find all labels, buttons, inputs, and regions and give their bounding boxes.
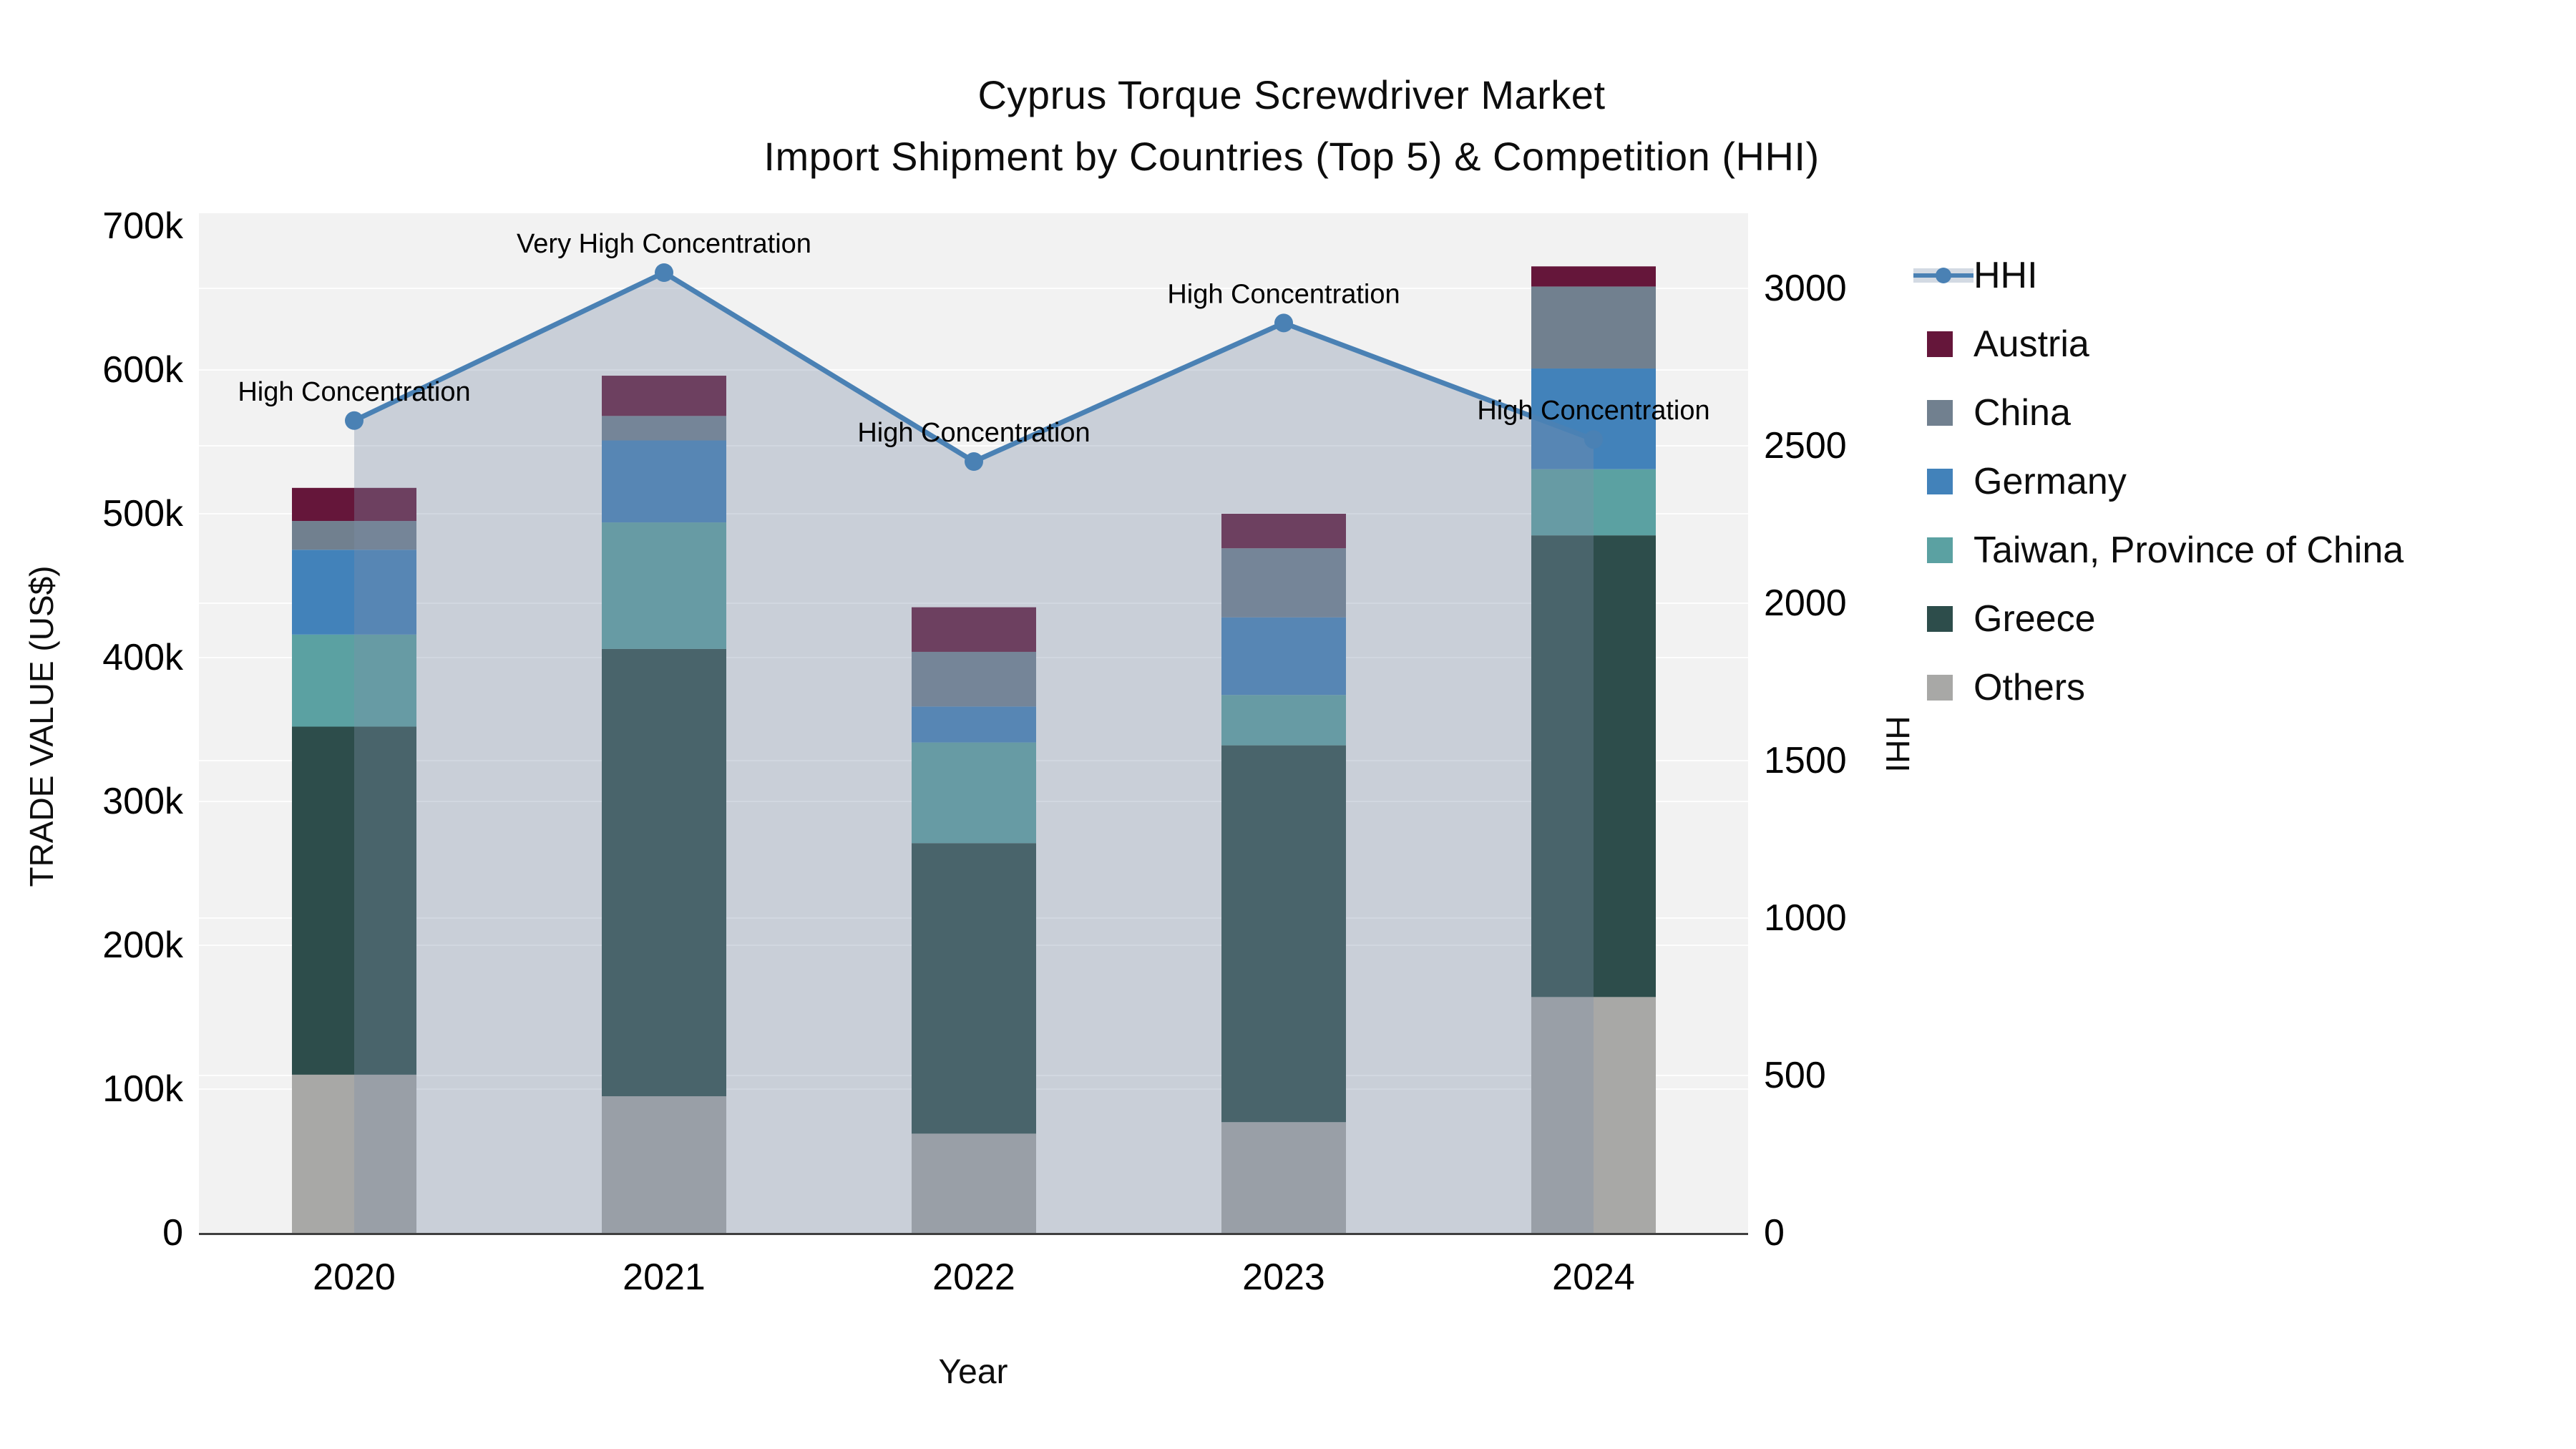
legend-label: Taiwan, Province of China [1974,530,2404,571]
legend-item-germany[interactable]: Germany [1913,447,2404,516]
x-tick-2020: 2020 [313,1257,396,1298]
bar-segment-others-2024 [1531,997,1656,1233]
y-left-tick-600k: 600k [102,349,184,391]
legend-label: HHI [1974,255,2038,296]
bar-segment-china-2021 [602,416,726,441]
legend-color-swatch-icon [1913,331,1974,357]
y-right-tick-3000: 3000 [1764,268,1847,309]
hhi-line-swatch-icon [1913,260,1974,291]
legend-label: Greece [1974,598,2096,640]
hhi-marker-2024 [1584,430,1603,449]
bar-segment-china-2022 [912,651,1036,707]
bar-segment-taiwan-province-of-china-2022 [912,742,1036,844]
bar-segment-others-2021 [602,1096,726,1233]
legend-label: China [1974,392,2071,434]
bar-segment-greece-2024 [1531,535,1656,997]
y-left-tick-400k: 400k [102,637,184,678]
annotation-2023: High Concentration [1167,279,1400,309]
hhi-marker-2021 [655,263,673,282]
legend-color-swatch-icon [1913,606,1974,632]
hhi-marker-2022 [965,452,983,471]
y-axis-title-left: TRADE VALUE (US$) [23,565,60,887]
bar-segment-china-2020 [292,521,416,550]
x-tick-2021: 2021 [623,1257,706,1298]
bar-segment-austria-2023 [1221,514,1346,549]
bar-segment-austria-2024 [1531,266,1656,287]
y-right-tick-2500: 2500 [1764,425,1847,467]
y-left-tick-700k: 700k [102,205,184,247]
chart-subtitle: Import Shipment by Countries (Top 5) & C… [763,134,1820,179]
legend-item-others[interactable]: Others [1913,653,2404,722]
bar-segment-germany-2022 [912,706,1036,743]
x-axis-title: Year [938,1353,1008,1391]
bar-segment-others-2023 [1221,1122,1346,1233]
legend-item-austria[interactable]: Austria [1913,310,2404,379]
annotation-2021: Very High Concentration [517,229,811,259]
bar-segment-greece-2023 [1221,745,1346,1123]
legend-color-swatch-icon [1913,537,1974,563]
y-left-tick-300k: 300k [102,781,184,822]
legend-label: Germany [1974,461,2127,502]
annotation-2024: High Concentration [1477,396,1709,426]
bar-segment-taiwan-province-of-china-2021 [602,522,726,649]
bar-segment-germany-2021 [602,440,726,523]
y-right-tick-1500: 1500 [1764,740,1847,781]
legend-item-china[interactable]: China [1913,379,2404,447]
y-right-tick-500: 500 [1764,1055,1826,1096]
bar-segment-greece-2020 [292,726,416,1075]
bar-segment-greece-2022 [912,843,1036,1134]
bar-segment-austria-2021 [602,376,726,416]
hhi-area-fill [354,273,1594,1233]
hhi-marker-2023 [1274,313,1293,333]
bar-segment-greece-2021 [602,648,726,1097]
legend-label: Austria [1974,323,2089,365]
legend-color-swatch-icon [1913,469,1974,494]
bar-segment-taiwan-province-of-china-2023 [1221,695,1346,746]
bar-segment-austria-2020 [292,487,416,522]
bar-segment-germany-2023 [1221,617,1346,696]
y-left-tick-100k: 100k [102,1068,184,1110]
y-right-tick-1000: 1000 [1764,897,1847,939]
y-left-tick-200k: 200k [102,924,184,966]
chart-title: Cyprus Torque Screwdriver Market [977,72,1606,117]
x-tick-2024: 2024 [1552,1257,1635,1298]
legend-label: Others [1974,667,2086,708]
bar-segment-germany-2024 [1531,368,1656,469]
bar-segment-germany-2020 [292,550,416,635]
y-right-tick-2000: 2000 [1764,582,1847,624]
legend: HHI Austria China Germany Taiwan, Province o… [1913,241,2404,722]
legend-item-taiwan-province-of-china[interactable]: Taiwan, Province of China [1913,516,2404,585]
annotation-2022: High Concentration [857,418,1090,448]
bar-segment-others-2022 [912,1133,1036,1233]
legend-color-swatch-icon [1913,400,1974,426]
x-tick-2023: 2023 [1242,1257,1325,1298]
legend-color-swatch-icon [1913,675,1974,701]
legend-item-greece[interactable]: Greece [1913,585,2404,653]
y-axis-title-right: HHI [1879,716,1916,773]
hhi-marker-2020 [345,411,364,430]
bar-segment-taiwan-province-of-china-2024 [1531,469,1656,536]
bar-segment-china-2023 [1221,548,1346,618]
x-tick-2022: 2022 [932,1257,1015,1298]
y-left-tick-0: 0 [162,1212,183,1254]
bar-segment-others-2020 [292,1074,416,1233]
bar-segment-china-2024 [1531,286,1656,369]
bar-segment-austria-2022 [912,607,1036,652]
bar-segment-taiwan-province-of-china-2020 [292,634,416,727]
annotation-2020: High Concentration [238,377,470,407]
legend-item-hhi[interactable]: HHI [1913,241,2404,310]
y-left-tick-500k: 500k [102,493,184,535]
y-right-tick-0: 0 [1764,1212,1785,1254]
